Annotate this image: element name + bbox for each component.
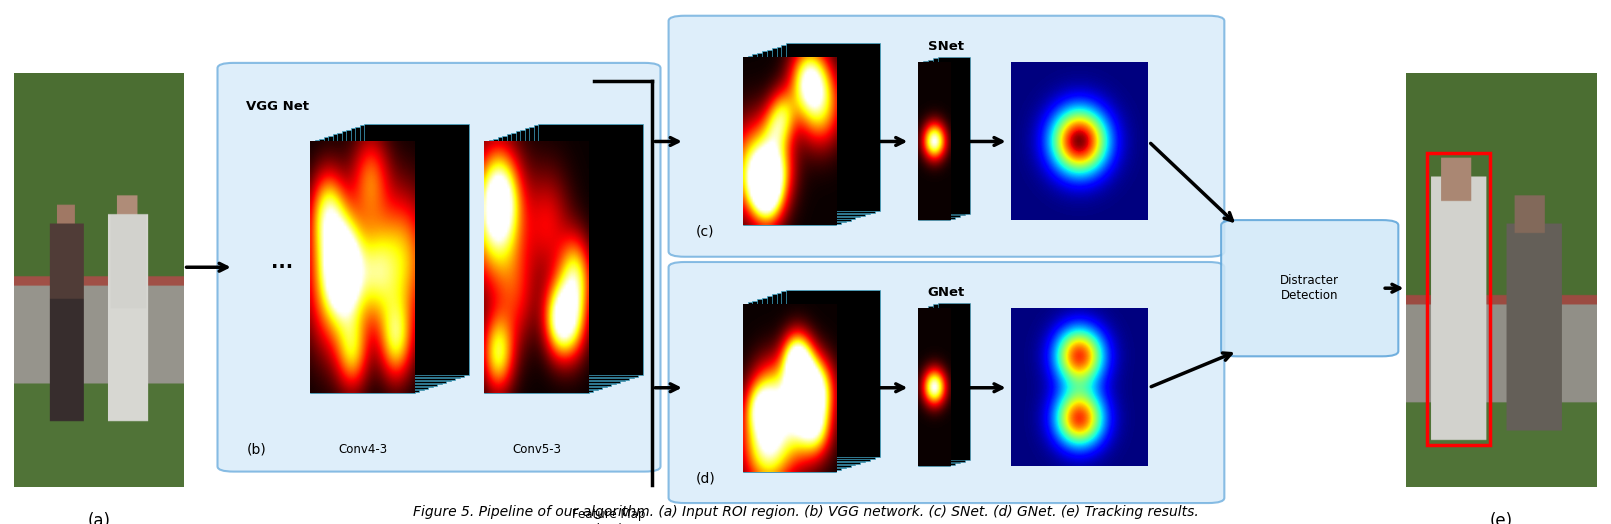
Bar	[314, 140, 419, 391]
Bar	[923, 308, 955, 465]
Bar	[503, 136, 607, 387]
Bar	[525, 128, 630, 380]
Bar	[511, 133, 615, 384]
Bar	[748, 302, 841, 470]
Bar	[493, 138, 598, 390]
Bar	[1012, 63, 1147, 220]
Text: Distracter
Detection: Distracter Detection	[1281, 274, 1339, 302]
Bar	[329, 136, 433, 387]
Bar	[777, 47, 870, 214]
Text: Conv4-3: Conv4-3	[338, 443, 387, 456]
Text: (b): (b)	[246, 442, 266, 456]
Bar	[781, 291, 875, 459]
FancyBboxPatch shape	[1221, 220, 1398, 356]
Text: (a): (a)	[87, 512, 111, 524]
Bar	[762, 51, 855, 219]
Bar	[354, 127, 461, 378]
Bar	[309, 141, 414, 393]
Bar	[337, 133, 441, 384]
Bar	[1427, 154, 1490, 445]
Text: Figure 5. Pipeline of our algorithm. (a) Input ROI region. (b) VGG network. (c) : Figure 5. Pipeline of our algorithm. (a)…	[412, 505, 1199, 519]
Text: GNet: GNet	[928, 286, 965, 299]
Bar	[342, 131, 446, 383]
Bar	[346, 130, 451, 381]
Bar	[324, 137, 429, 389]
Bar	[772, 48, 865, 216]
Bar	[757, 299, 851, 467]
Bar	[757, 53, 851, 221]
Text: VGG Net: VGG Net	[246, 100, 309, 113]
Bar	[364, 124, 469, 375]
Text: SNet: SNet	[928, 40, 965, 53]
Bar	[923, 61, 955, 219]
Text: Feature Map
Selection: Feature Map Selection	[572, 508, 646, 524]
Bar	[516, 131, 620, 383]
Bar	[538, 124, 643, 375]
Bar	[918, 63, 950, 220]
Bar	[928, 60, 960, 217]
FancyBboxPatch shape	[669, 16, 1224, 257]
Bar	[767, 296, 860, 464]
Bar	[488, 140, 593, 391]
Bar	[332, 134, 437, 386]
FancyBboxPatch shape	[669, 262, 1224, 503]
Bar	[359, 125, 464, 377]
Bar	[762, 298, 855, 465]
Bar	[938, 303, 970, 460]
Text: ...: ...	[443, 253, 466, 271]
Text: ...: ...	[271, 253, 293, 271]
Bar	[918, 309, 950, 466]
Text: (e): (e)	[1490, 512, 1513, 524]
Bar	[506, 134, 612, 386]
Bar	[933, 304, 965, 462]
Bar	[752, 54, 846, 222]
FancyBboxPatch shape	[217, 63, 661, 472]
Bar	[520, 130, 625, 381]
Bar	[777, 293, 870, 461]
Bar	[743, 304, 836, 472]
Bar	[483, 141, 590, 393]
Bar	[351, 128, 456, 380]
Bar	[528, 127, 635, 378]
Bar	[1012, 309, 1147, 466]
Bar	[938, 57, 970, 214]
Text: (c): (c)	[696, 225, 714, 239]
Bar	[498, 137, 603, 389]
Bar	[748, 56, 841, 224]
Bar	[786, 43, 880, 211]
Bar	[933, 58, 965, 215]
Bar	[772, 294, 865, 462]
Bar	[928, 306, 960, 463]
Bar	[786, 290, 880, 457]
Bar	[533, 125, 638, 377]
Text: Conv5-3: Conv5-3	[512, 443, 561, 456]
Text: (d): (d)	[696, 471, 715, 485]
Bar	[319, 138, 424, 390]
Bar	[781, 45, 875, 213]
Bar	[752, 301, 846, 468]
Bar	[767, 50, 860, 217]
Bar	[743, 58, 836, 225]
